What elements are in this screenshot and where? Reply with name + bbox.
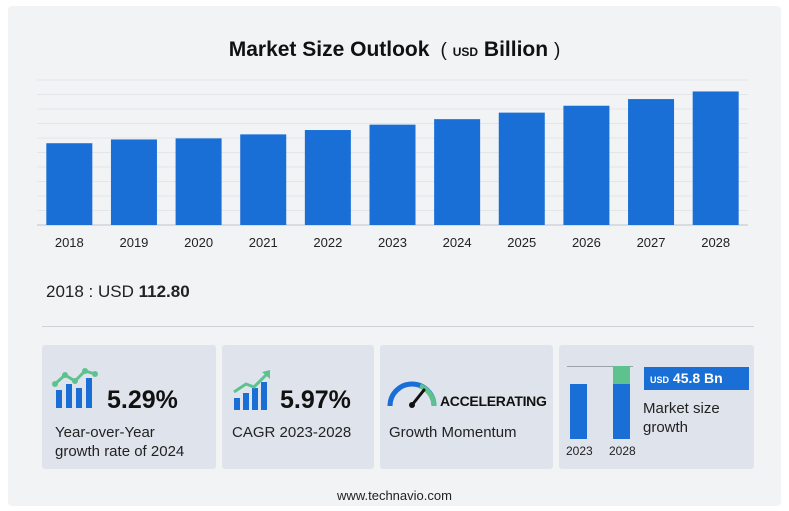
x-tick-label: 2023 (378, 235, 407, 250)
x-tick-label: 2025 (507, 235, 536, 250)
source-link[interactable]: www.technavio.com (337, 488, 452, 503)
cagr-description: CAGR 2023-2028 (232, 424, 352, 441)
momentum-description: Growth Momentum (389, 424, 517, 441)
x-tick-label: 2028 (701, 235, 730, 250)
speedometer-icon (387, 381, 437, 408)
x-tick-label: 2020 (184, 235, 213, 250)
growth-description: Market size growth (643, 399, 720, 437)
x-tick-label: 2026 (572, 235, 601, 250)
growth-card (559, 345, 754, 469)
growth-value-badge: USD 45.8 Bn (644, 367, 749, 390)
x-tick-label: 2018 (55, 235, 84, 250)
base-year-number: 112.80 (138, 282, 190, 301)
bar-2027 (628, 99, 675, 225)
growth-bar-end-increment (613, 366, 630, 385)
x-tick-label: 2021 (249, 235, 278, 250)
market-size-bar-chart: 2018 2019 2020 2021 2022 2023 2024 2025 2026 2027… (37, 79, 748, 250)
momentum-card (380, 345, 553, 469)
x-tick-label: 2022 (313, 235, 342, 250)
growth-badge-prefix: USD (650, 375, 670, 385)
bar-2019 (110, 139, 157, 225)
growth-year-end: 2028 (609, 444, 636, 458)
yoy-value: 5.29% (107, 386, 178, 414)
growth-reference-line (567, 366, 633, 367)
title-close-paren: ) (553, 40, 561, 61)
growth-bar-start (570, 384, 587, 439)
growth-bar-end-base (613, 384, 630, 439)
cagr-value: 5.97% (280, 386, 351, 414)
bar-2024 (434, 119, 481, 225)
title-unit: Billion (483, 38, 549, 61)
base-year-label: 2018 : USD (46, 282, 134, 301)
yoy-desc-line2: growth rate of 2024 (55, 443, 185, 460)
bar-2018 (46, 143, 93, 225)
bar-2025 (498, 112, 545, 225)
section-divider (42, 326, 754, 327)
momentum-value: ACCELERATING (440, 393, 547, 409)
yoy-desc-line1: Year-over-Year (55, 424, 155, 441)
bar-2028 (692, 91, 739, 225)
bar-2020 (175, 138, 222, 225)
growth-chart-icon (52, 368, 98, 408)
bar-2022 (304, 130, 351, 225)
x-tick-label: 2019 (119, 235, 148, 250)
growth-desc-line1: Market size (643, 400, 720, 417)
bar-2026 (563, 105, 610, 225)
base-year-value: 2018 : USD 112.80 (46, 282, 190, 302)
growth-year-start: 2023 (566, 444, 593, 458)
title-unit-prefix: USD (452, 45, 479, 59)
yoy-description: Year-over-Year growth rate of 2024 (55, 423, 184, 461)
x-tick-label: 2024 (443, 235, 472, 250)
page-title: Market Size Outlook ( USD Billion ) (0, 38, 789, 62)
cagr-chart-icon (233, 370, 270, 410)
bar-2021 (240, 134, 287, 225)
title-open-paren: ( (435, 40, 447, 61)
growth-badge-value: 45.8 Bn (672, 370, 723, 386)
title-text: Market Size Outlook (228, 38, 430, 61)
bar-2023 (369, 124, 416, 225)
growth-desc-line2: growth (643, 419, 689, 436)
x-tick-label: 2027 (637, 235, 666, 250)
